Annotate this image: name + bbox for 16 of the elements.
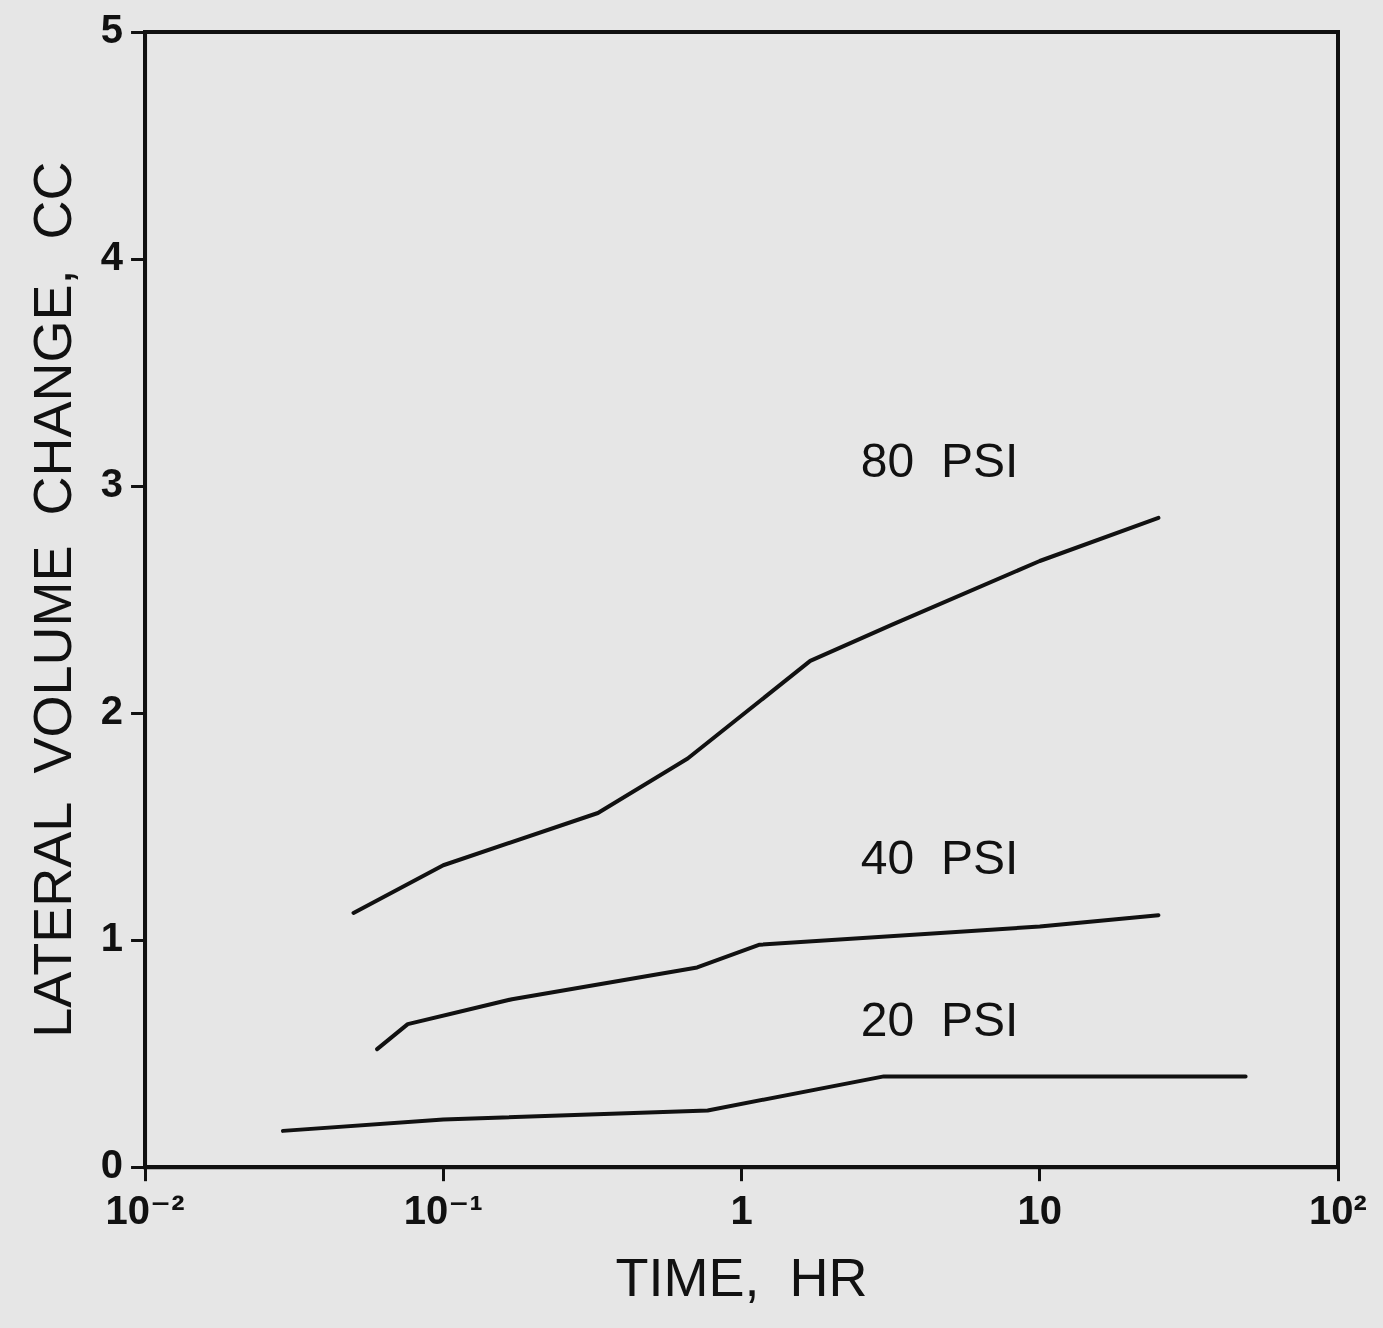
series-label: 20 PSI: [860, 992, 1019, 1046]
y-tick-label: 2: [100, 688, 124, 733]
x-tick-label: 10: [1017, 1188, 1063, 1233]
y-tick-label: 3: [100, 461, 124, 506]
x-tick-label: 10²: [1309, 1188, 1367, 1233]
x-axis-title: TIME, HR: [615, 1247, 868, 1308]
series-label: 40 PSI: [860, 831, 1019, 885]
x-tick-label: 10⁻¹: [403, 1188, 483, 1233]
y-tick-label: 1: [100, 915, 124, 960]
y-tick-label: 0: [100, 1142, 124, 1187]
x-tick-label: 1: [730, 1188, 753, 1233]
y-tick-label: 5: [100, 7, 124, 52]
series-label: 80 PSI: [860, 434, 1019, 488]
y-axis-title: LATERAL VOLUME CHANGE, CC: [22, 161, 83, 1038]
y-tick-label: 4: [100, 234, 124, 279]
x-tick-label: 10⁻²: [105, 1188, 185, 1233]
